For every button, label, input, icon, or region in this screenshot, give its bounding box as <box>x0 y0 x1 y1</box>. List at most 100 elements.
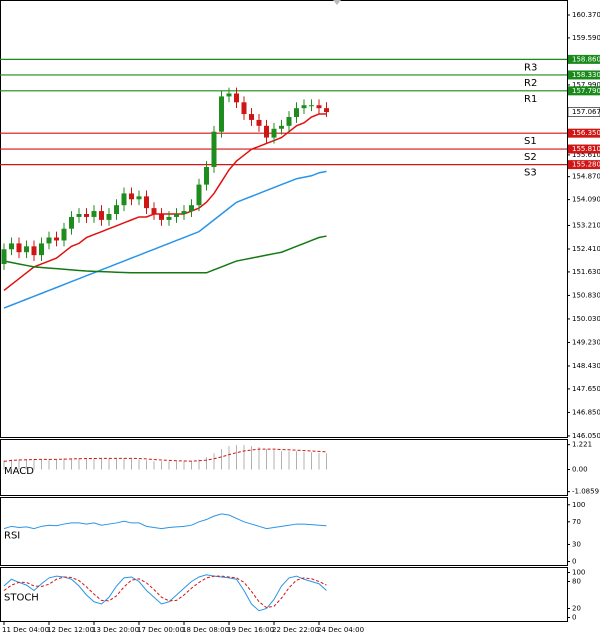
indicator-line <box>3 575 327 609</box>
y-tick-label: 0.00 <box>572 466 588 474</box>
candle-body <box>151 208 157 215</box>
level-label: 156.350 <box>572 129 600 137</box>
candle-body <box>1 249 7 264</box>
level-label: 158.330 <box>572 71 600 79</box>
candle-body <box>294 108 299 117</box>
x-tick-label: 22 Dec 22:00 <box>272 626 319 634</box>
stoch-frame <box>0 567 568 622</box>
candle-body <box>324 108 329 113</box>
y-tick-label: 150.030 <box>572 315 600 323</box>
scroll-marker <box>333 0 341 5</box>
rsi-frame <box>0 497 568 566</box>
candle-body <box>189 205 194 212</box>
x-tick-label: 18 Dec 08:00 <box>182 626 229 634</box>
y-tick-label: 0 <box>572 614 576 622</box>
main-frame <box>0 0 568 438</box>
candle-body <box>211 131 217 167</box>
level-box <box>568 54 600 64</box>
y-tick-label: 160.370 <box>572 11 600 19</box>
candle-body <box>271 128 277 138</box>
candle-body <box>136 196 142 200</box>
candle-body <box>76 214 82 217</box>
indicator-line <box>3 513 327 530</box>
candle-body <box>279 125 284 129</box>
y-tick-label: 153.210 <box>572 221 600 229</box>
candle-body <box>166 216 172 220</box>
x-tick-label: 12 Dec 12:00 <box>47 626 94 634</box>
candle-body <box>159 214 164 220</box>
y-tick-label: 20 <box>572 605 581 613</box>
level-box <box>568 160 600 170</box>
level-label: 155.280 <box>572 161 600 169</box>
candle-body <box>99 211 104 220</box>
candle-body <box>46 237 52 244</box>
level-box <box>568 144 600 154</box>
level-name: R3 <box>524 62 537 73</box>
macd-frame <box>0 439 568 496</box>
level-box <box>568 128 600 138</box>
candle-body <box>249 114 254 120</box>
level-label: 157.790 <box>572 87 600 95</box>
level-name: R2 <box>524 78 537 89</box>
candle-body <box>316 105 322 109</box>
candle-body <box>234 93 239 103</box>
y-tick-label: 146.050 <box>572 432 600 440</box>
candle-body <box>54 237 59 241</box>
level-box <box>568 86 600 96</box>
level-name: S1 <box>524 136 537 147</box>
last-price-box <box>567 107 600 117</box>
candle-body <box>301 105 307 109</box>
y-tick-label: 147.650 <box>572 385 600 393</box>
candle-body <box>31 246 37 256</box>
candle-body <box>9 243 14 250</box>
y-tick-label: 159.590 <box>572 34 600 42</box>
y-tick-label: 157.990 <box>572 81 600 89</box>
candle-body <box>121 193 127 206</box>
indicator-line <box>3 448 327 462</box>
y-tick-label: 70 <box>572 518 581 526</box>
y-tick-label: 1.221 <box>572 441 592 449</box>
candle-body <box>114 205 119 215</box>
y-tick-label: 155.610 <box>572 151 600 159</box>
level-name: S2 <box>524 152 537 163</box>
candle-body <box>91 211 97 217</box>
candle-body <box>174 214 179 217</box>
pane-title: RSI <box>4 530 20 541</box>
x-tick-label: 17 Dec 00:00 <box>137 626 184 634</box>
x-tick-label: 13 Dec 20:00 <box>92 626 139 634</box>
candle-body <box>196 184 202 206</box>
level-name: R1 <box>524 94 537 105</box>
candle-body <box>226 93 232 97</box>
candle-body <box>286 116 292 126</box>
y-tick-label: 152.410 <box>572 245 600 253</box>
last-price: 157.067 <box>572 108 600 116</box>
candle-body <box>24 246 29 253</box>
x-tick-label: 11 Dec 04:00 <box>2 626 49 634</box>
candle-body <box>106 214 112 220</box>
y-tick-label: 30 <box>572 540 581 548</box>
candle-body <box>204 166 209 185</box>
candle-body <box>309 105 314 107</box>
y-tick-label: 146.850 <box>572 408 600 416</box>
indicator-line <box>3 574 327 612</box>
level-label: 158.860 <box>572 55 600 63</box>
candle-body <box>219 96 224 132</box>
candle-body <box>39 243 44 256</box>
y-tick-label: 154.090 <box>572 196 600 204</box>
y-tick-label: 149.230 <box>572 338 600 346</box>
candle-body <box>264 125 269 138</box>
y-tick-label: 0 <box>572 557 576 565</box>
moving-average <box>3 170 327 309</box>
candle-body <box>241 102 247 115</box>
y-tick-label: 151.630 <box>572 268 600 276</box>
candle-body <box>181 211 187 215</box>
pane-title: STOCH <box>4 593 39 604</box>
pane-title: MACD <box>4 466 34 477</box>
y-tick-label: 150.830 <box>572 291 600 299</box>
candle-body <box>69 216 74 229</box>
candle-body <box>256 119 262 126</box>
candle-body <box>129 193 134 200</box>
moving-average <box>3 235 327 274</box>
level-name: S3 <box>524 168 537 179</box>
